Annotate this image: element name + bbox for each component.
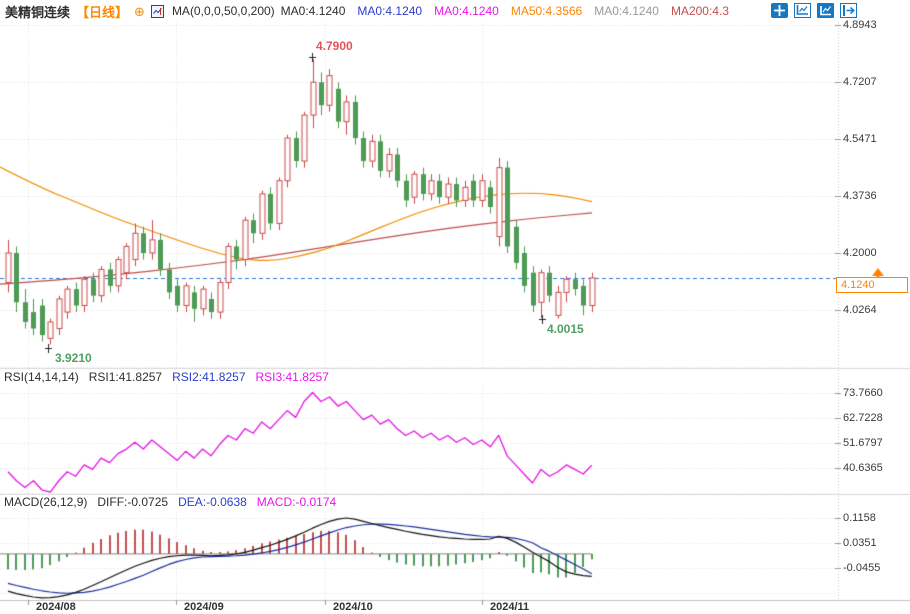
y-axis-label: 4.3736: [843, 190, 877, 202]
macd-value: DIFF:-0.0725: [97, 495, 169, 509]
y-axis-label: 40.6365: [843, 462, 883, 474]
chart-style-icon[interactable]: [817, 3, 834, 18]
period-selector[interactable]: 【日线】: [76, 4, 129, 20]
y-axis-label: 51.6797: [843, 437, 883, 449]
instrument-title: 美精铜连续: [5, 4, 71, 20]
exit-icon[interactable]: [840, 3, 857, 18]
ma-value: MA0:4.1240: [280, 4, 346, 18]
y-axis-label: 4.0264: [843, 304, 877, 316]
rsi-value: RSI1:41.8257: [88, 370, 163, 384]
macd-indicator-label: MACD(26,12,9): [4, 495, 88, 509]
macd-panel-header: MACD(26,12,9) DIFF:-0.0725 DEA:-0.0638 MAC…: [4, 495, 337, 509]
price-annotation: 3.9210: [55, 351, 92, 365]
rsi-panel-header: RSI(14,14,14) RSI1:41.8257 RSI2:41.8257 RS…: [4, 370, 329, 384]
chart-header: 美精铜连续 【日线】 ⊕ MA(0,0,0,50,0,200) MA0:4.12…: [0, 0, 910, 22]
add-indicator-icon[interactable]: ⊕: [134, 3, 145, 19]
chart-toolbar: [771, 3, 857, 18]
y-axis-label: 4.7207: [843, 76, 877, 88]
current-price-value: 4.1240: [841, 279, 875, 291]
ma-values: MA0:4.1240 MA0:4.1240 MA0:4.1240 MA50:4.356…: [281, 4, 729, 18]
rsi-indicator-label: RSI(14,14,14): [4, 370, 79, 384]
ma-group-label: MA(0,0,0,50,0,200): [171, 4, 275, 18]
y-axis-label: 4.8943: [843, 19, 877, 31]
current-price-badge: 4.1240: [836, 277, 908, 293]
ma-value: MA0:4.1240: [434, 4, 499, 18]
ma-value: MA0:4.1240: [594, 4, 659, 18]
rsi-value: RSI2:41.8257: [172, 370, 246, 384]
ma-value: MA200:4.3: [670, 4, 729, 18]
y-axis-label: 73.7660: [843, 387, 883, 399]
y-axis-label: 0.0351: [843, 537, 877, 549]
crosshair-icon[interactable]: [771, 3, 788, 18]
x-axis-date-label: 2024/09: [184, 601, 224, 613]
price-annotation: 4.7900: [316, 39, 353, 53]
ma-value: MA0:4.1240: [357, 4, 423, 18]
x-axis-date-label: 2024/11: [490, 601, 530, 613]
ma-value: MA50:4.3566: [510, 4, 583, 18]
chart-axes-icon[interactable]: [794, 3, 811, 18]
macd-value: MACD:-0.0174: [256, 495, 337, 509]
macd-value: DEA:-0.0638: [178, 495, 247, 509]
y-axis-label: 4.5471: [843, 133, 877, 145]
candlestick-chart-icon: [150, 4, 164, 18]
y-axis-label: 62.7228: [843, 412, 883, 424]
y-axis-label: 4.2000: [843, 247, 877, 259]
x-axis-date-label: 2024/08: [36, 601, 76, 613]
rsi-value: RSI3:41.8257: [255, 370, 329, 384]
price-annotation: 4.0015: [547, 322, 584, 336]
y-axis-label: -0.0455: [843, 562, 881, 574]
x-axis-date-label: 2024/10: [333, 601, 373, 613]
y-axis-label: 0.1158: [843, 512, 876, 524]
